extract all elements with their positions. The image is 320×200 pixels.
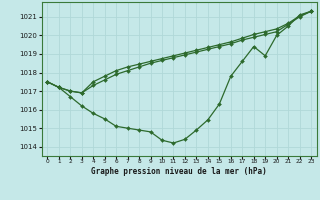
- X-axis label: Graphe pression niveau de la mer (hPa): Graphe pression niveau de la mer (hPa): [91, 167, 267, 176]
